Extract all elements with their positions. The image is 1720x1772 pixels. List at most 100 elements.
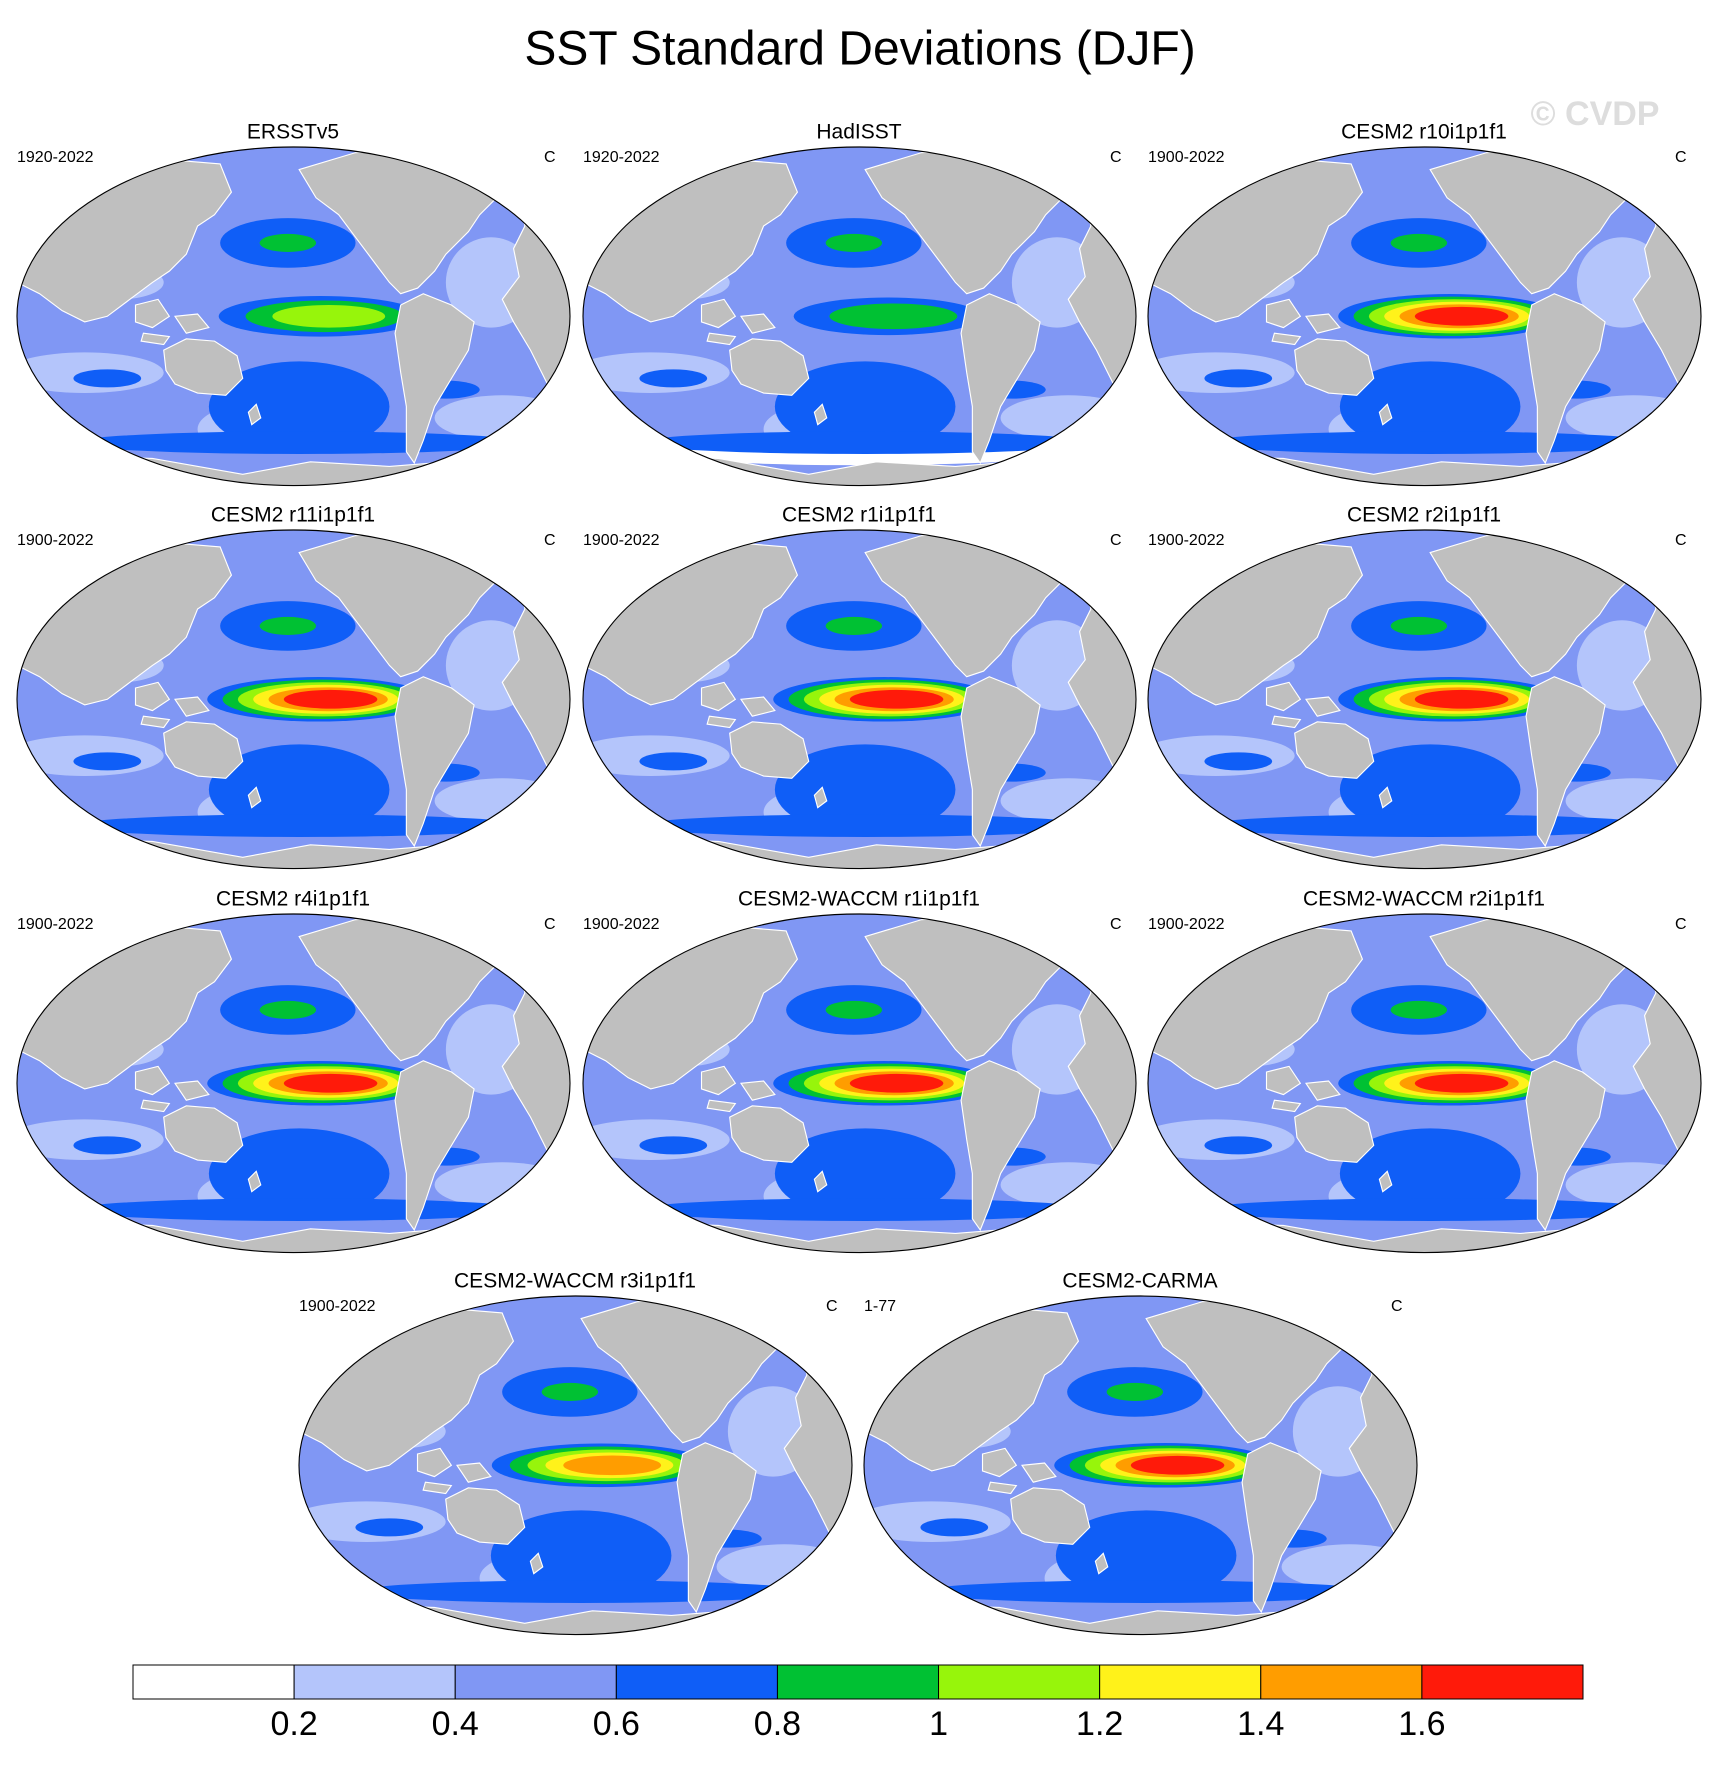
colorbar-box <box>615 1664 778 1700</box>
land <box>163 721 244 779</box>
land <box>1265 298 1302 329</box>
units-label: C <box>1110 532 1122 549</box>
colorbar-box <box>454 1664 617 1700</box>
period-label: 1900-2022 <box>17 532 94 549</box>
land <box>813 403 828 426</box>
equatorial-tongue <box>272 305 386 328</box>
land <box>1525 676 1606 848</box>
land <box>394 293 475 465</box>
colorbar-label: 1.2 <box>1076 1705 1123 1743</box>
land <box>740 696 776 717</box>
period-label: 1900-2022 <box>1148 149 1225 166</box>
units-label: C <box>544 532 556 549</box>
field-patch <box>774 744 956 835</box>
map <box>1147 146 1702 487</box>
field-patch <box>825 616 883 635</box>
panel-title: CESM2-WACCM r3i1p1f1 <box>454 1270 696 1293</box>
period-label: 1920-2022 <box>17 149 94 166</box>
map-panel: CESM2 r10i1p1f1 1900-2022 C <box>1147 121 1702 487</box>
field-patch <box>434 1162 570 1208</box>
figure-title: SST Standard Deviations (DJF) <box>524 23 1195 76</box>
period-label: 1900-2022 <box>1148 532 1225 549</box>
land <box>140 332 171 346</box>
map-outline <box>1147 913 1702 1254</box>
colorbar-box <box>132 1664 295 1700</box>
field-patch <box>1339 361 1521 452</box>
field-patch <box>1204 369 1273 388</box>
field-patch <box>1281 1544 1417 1590</box>
map-field <box>17 147 570 486</box>
land <box>706 715 737 729</box>
land <box>1271 1099 1302 1113</box>
land <box>456 914 526 955</box>
units-label: C <box>1675 532 1687 549</box>
field-patch <box>639 369 708 388</box>
panel-title: CESM2 r4i1p1f1 <box>216 888 370 911</box>
colorbar-box <box>293 1664 456 1700</box>
field-patch <box>208 1128 390 1219</box>
map <box>16 529 571 870</box>
equatorial-tongue <box>849 689 944 709</box>
colorbar-box <box>1260 1664 1423 1700</box>
land <box>1021 1462 1057 1483</box>
field-patch <box>1000 778 1136 824</box>
equatorial-tongue <box>829 303 958 330</box>
field-patch <box>73 1198 525 1221</box>
field-patch <box>1565 1162 1701 1208</box>
land <box>1378 1170 1393 1193</box>
colorbar-label: 0.2 <box>270 1705 317 1743</box>
map-outline <box>582 529 1137 870</box>
land <box>1294 338 1375 396</box>
map <box>16 146 571 487</box>
land <box>1525 1060 1606 1232</box>
panel-title: CESM2 r10i1p1f1 <box>1341 121 1507 144</box>
land <box>1022 914 1092 955</box>
equatorial-tongue <box>849 1073 944 1093</box>
map-panel: CESM2-WACCM r2i1p1f1 1900-2022 C <box>1147 888 1702 1254</box>
field-patch <box>541 1382 599 1401</box>
field-patch <box>920 1580 1372 1603</box>
land <box>1303 1296 1373 1337</box>
map-panel: HadISST 1920-2022 C <box>582 121 1137 487</box>
field-patch <box>774 1128 956 1219</box>
colorbar-label: 1.6 <box>1398 1705 1445 1743</box>
land <box>1241 1442 1322 1614</box>
field-patch <box>920 1518 989 1537</box>
panel-title: ERSSTv5 <box>247 121 339 144</box>
field-patch <box>259 1000 317 1019</box>
land <box>700 298 737 329</box>
panel-title: CESM2-WACCM r1i1p1f1 <box>738 888 980 911</box>
field-patch <box>1390 1000 1448 1019</box>
field-patch <box>825 1000 883 1019</box>
land <box>1378 786 1393 809</box>
land <box>740 1080 776 1101</box>
field-patch <box>73 814 525 837</box>
land <box>1587 914 1657 955</box>
land <box>1022 530 1092 571</box>
units-label: C <box>826 1298 838 1315</box>
equatorial-tongue <box>1414 306 1509 326</box>
land <box>163 338 244 396</box>
units-label: C <box>1391 1298 1403 1315</box>
map <box>1147 529 1702 870</box>
field-patch <box>825 233 883 252</box>
land <box>740 313 776 334</box>
units-label: C <box>544 916 556 933</box>
land <box>247 403 262 426</box>
period-label: 1-77 <box>864 1298 896 1315</box>
land <box>960 293 1041 465</box>
land <box>456 147 526 188</box>
panel-title: CESM2 r2i1p1f1 <box>1347 504 1501 527</box>
colorbar-box <box>1421 1664 1584 1700</box>
land <box>1587 147 1657 188</box>
field-patch <box>1106 1382 1164 1401</box>
field-patch <box>434 395 570 441</box>
field-patch <box>639 1136 708 1155</box>
map-panel: CESM2 r4i1p1f1 1900-2022 C <box>16 888 571 1254</box>
equatorial-tongue <box>563 1455 662 1476</box>
field-patch <box>639 752 708 771</box>
colorbar-box <box>1099 1664 1262 1700</box>
land <box>422 1481 453 1495</box>
panel-title: CESM2-WACCM r2i1p1f1 <box>1303 888 1545 911</box>
map-panel: CESM2-WACCM r3i1p1f1 1900-2022 C <box>298 1270 853 1636</box>
